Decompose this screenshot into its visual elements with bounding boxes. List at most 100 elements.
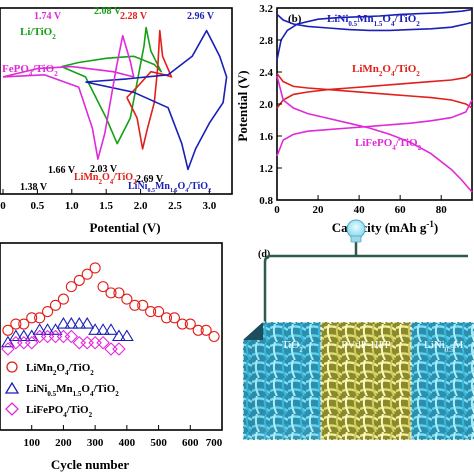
series-c-2-point-4 <box>24 335 39 350</box>
a-xtick-label-2: 1.0 <box>65 200 79 212</box>
series-c-0-point-4 <box>26 312 38 324</box>
layer-label-lini: LiNi0.5M <box>424 339 464 354</box>
series-c-0-point-9 <box>65 281 77 293</box>
panel-b-charge-discharge: (b) 0 20 40 60 80 0.8 1.2 1.6 2.0 2.4 2.8 3.2 Pote… <box>235 3 473 235</box>
a-xtick-label-1: 0.5 <box>31 200 45 212</box>
series-a-2 <box>85 29 228 171</box>
series-c-0-point-24 <box>184 318 196 330</box>
panel-c-x-label: Cycle number <box>51 457 130 472</box>
panel-d-schematic: (d) TiO2 PVdF-HFP LiNi0.5M <box>242 219 474 441</box>
anno-1-38: 1.38 V <box>20 182 48 193</box>
series-c-0-point-22 <box>168 312 180 324</box>
c-xtick-label-4: 500 <box>150 437 167 449</box>
series-c-1-point-3 <box>16 329 31 342</box>
series-c-0-point-5 <box>34 312 46 324</box>
series-c-0-point-20 <box>153 306 165 318</box>
series-c-1-point-10 <box>72 316 87 329</box>
anno-1-74: 1.74 V <box>34 11 62 22</box>
series-a-1 <box>126 29 173 150</box>
series-c-0-point-10 <box>73 274 85 286</box>
series-c-0-point-2 <box>10 318 22 330</box>
anno-2-69: 2.69 V <box>136 174 164 185</box>
b-ytick-label-4: 2.4 <box>259 67 273 79</box>
a-xtick-label-6: 3.0 <box>202 200 216 212</box>
lightbulb-icon <box>346 219 366 243</box>
cell-outline <box>242 321 474 441</box>
series-c-1-point-7 <box>48 323 63 335</box>
c-xtick-label-1: 200 <box>55 437 72 449</box>
b-xtick-label-2: 40 <box>354 204 366 216</box>
panel-c-cycling: 100 200 300 400 500 600 700 Cycle number LiMn2… <box>0 242 223 472</box>
a-xtick-label-4: 2.0 <box>134 200 148 212</box>
series-c-0-point-3 <box>18 318 30 330</box>
series-b-2-discharge <box>276 75 473 193</box>
b-ytick-label-1: 1.2 <box>259 163 273 175</box>
series-b-0-charge <box>276 8 473 61</box>
series-c-2-point-13 <box>96 335 110 350</box>
series-c-0-point-25 <box>192 324 204 336</box>
series-c-1-point-9 <box>64 316 79 329</box>
panel-b-x-ticks: 0 20 40 60 80 <box>274 195 447 216</box>
series-c-0-point-21 <box>160 312 173 324</box>
panel-b-label: (b) <box>288 13 302 25</box>
layer-label-pvdf-hfp: PVdF-HFP <box>341 339 391 351</box>
layer-label-lini-text: LiNi <box>424 339 445 351</box>
panel-b-series-group <box>276 8 473 193</box>
layer-separator <box>321 322 411 440</box>
legend-c-limn2o4: LiMn2O4/TiO2 <box>26 362 94 377</box>
series-c-1-point-2 <box>8 329 23 342</box>
series-c-1-point-5 <box>32 323 47 335</box>
legend-a-limn2o4-tio2: LiMn2O4/TiO2 <box>74 172 137 186</box>
series-c-1-point-14 <box>104 323 118 335</box>
series-c-0-point-15 <box>113 287 125 299</box>
panel-b-frame <box>276 7 473 201</box>
series-c-0-point-11 <box>81 268 93 280</box>
anno-2-08: 2.08 V <box>94 6 122 17</box>
series-c-0-point-14 <box>105 287 117 299</box>
legend-c-marker-diamond <box>5 402 19 416</box>
series-c-0-point-19 <box>145 306 157 318</box>
panel-a-series-group <box>2 26 228 171</box>
b-xtick-label-0: 0 <box>274 204 280 216</box>
panel-b-x-label-end: ) <box>434 220 438 235</box>
series-c-0-point-13 <box>97 281 109 293</box>
panel-a-x-label: Potential (V) <box>89 220 160 235</box>
anno-2-96: 2.96 V <box>187 11 215 22</box>
series-c-0-point-7 <box>49 299 62 311</box>
panel-c-frame <box>0 242 223 431</box>
series-c-2-point-9 <box>64 329 79 344</box>
panel-a-frame <box>0 7 233 195</box>
panel-b-y-ticks: 0.8 1.2 1.6 2.0 2.4 2.8 3.2 <box>259 3 282 207</box>
series-c-1-point-11 <box>80 316 95 329</box>
layer-label-tio2-text: TiO <box>282 339 299 351</box>
panel-c-legend: LiMn2O4/TiO2 LiNi0.5Mn1.5O4/TiO2 LiFePO4… <box>4 361 119 419</box>
legend-a-li-tio2: Li/TiO2 <box>20 26 56 41</box>
b-ytick-label-6: 3.2 <box>259 3 273 15</box>
series-c-0-point-26 <box>200 324 212 336</box>
c-xtick-label-3: 400 <box>119 437 136 449</box>
b-ytick-label-2: 1.6 <box>259 131 273 143</box>
legend-c-lifepo4: LiFePO4/TiO2 <box>26 404 93 419</box>
c-xtick-label-2: 300 <box>87 437 104 449</box>
series-c-1-point-13 <box>96 323 111 335</box>
legend-a-fepo4-tio2: FePO4/TiO2 <box>2 63 58 78</box>
legend-c-lini: LiNi0.5Mn1.5O4/TiO2 <box>26 383 119 398</box>
series-c-0-point-18 <box>137 299 149 311</box>
b-ytick-label-3: 2.0 <box>259 99 273 111</box>
series-c-1-point-12 <box>88 323 103 335</box>
legend-b-limn2o4-tio2: LiMn2O4/TiO2 <box>352 63 420 78</box>
series-c-1-point-15 <box>111 329 126 342</box>
layer-label-tio2: TiO2 <box>282 339 303 354</box>
panel-a-x-ticks: 0 0.5 1.0 1.5 2.0 2.5 3.0 <box>0 189 217 212</box>
panel-d-label: (d) <box>258 249 270 260</box>
series-c-0-point-16 <box>121 293 133 305</box>
a-xtick-label-0: 0 <box>0 200 6 212</box>
b-ytick-label-5: 2.8 <box>259 35 273 47</box>
series-c-2-point-1 <box>1 342 15 356</box>
anno-2-28: 2.28 V <box>120 11 148 22</box>
series-c-0-point-6 <box>42 306 54 318</box>
legend-c-marker-triangle <box>4 381 20 394</box>
series-c-1-point-6 <box>40 323 55 335</box>
panel-b-y-label: Potential (V) <box>235 70 250 141</box>
